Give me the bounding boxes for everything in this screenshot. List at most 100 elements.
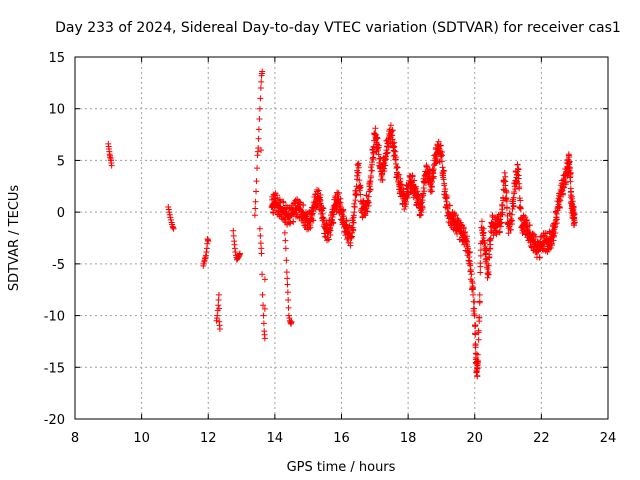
data-point [378, 172, 385, 179]
data-point [350, 212, 357, 219]
data-point [340, 213, 347, 220]
data-point [357, 191, 364, 198]
data-point [169, 221, 176, 228]
data-point [476, 291, 483, 298]
data-point [523, 217, 530, 224]
data-point [460, 224, 467, 231]
data-point [517, 215, 524, 222]
data-point [502, 187, 509, 194]
data-point [569, 198, 576, 205]
data-point [503, 188, 510, 195]
data-point [334, 191, 341, 198]
data-point [394, 163, 401, 170]
data-point [317, 197, 324, 204]
data-point [354, 161, 361, 168]
data-point [465, 250, 472, 257]
data-point [288, 319, 295, 326]
data-point [550, 237, 557, 244]
data-point [446, 202, 453, 209]
data-point [509, 206, 516, 213]
data-point [461, 229, 468, 236]
data-point [430, 166, 437, 173]
data-point [414, 192, 421, 199]
data-point [167, 216, 174, 223]
data-point [523, 223, 530, 230]
data-point [165, 206, 172, 213]
ticks [74, 56, 609, 420]
data-point [508, 211, 515, 218]
x-tick-label: 24 [600, 431, 617, 446]
data-point [475, 329, 482, 336]
data-point [252, 205, 259, 212]
data-point [510, 202, 517, 209]
y-tick-label: -20 [44, 413, 65, 428]
data-point [416, 211, 423, 218]
data-point [285, 304, 292, 311]
data-point [471, 305, 478, 312]
data-point [310, 217, 317, 224]
data-point [314, 190, 321, 197]
data-point [477, 252, 484, 259]
data-point [365, 202, 372, 209]
data-point [421, 188, 428, 195]
data-point [507, 226, 514, 233]
data-point [401, 206, 408, 213]
data-point [571, 211, 578, 218]
data-point [200, 260, 207, 267]
data-point [515, 172, 522, 179]
data-point [347, 239, 354, 246]
data-point [290, 218, 297, 225]
data-point [440, 172, 447, 179]
data-point [392, 154, 399, 161]
data-point [374, 145, 381, 152]
y-tick-label: 5 [57, 154, 65, 169]
data-point [510, 194, 517, 201]
data-point [307, 224, 314, 231]
data-point [467, 260, 474, 267]
data-point [470, 291, 477, 298]
data-point [475, 336, 482, 343]
data-point [202, 254, 209, 261]
data-point [286, 315, 293, 322]
data-point [108, 160, 115, 167]
data-point [215, 297, 222, 304]
data-point [428, 188, 435, 195]
data-point [375, 151, 382, 158]
data-point [419, 193, 426, 200]
data-point [560, 190, 567, 197]
data-point [419, 197, 426, 204]
data-point [486, 237, 493, 244]
data-point [404, 195, 411, 202]
data-point [567, 178, 574, 185]
data-point [556, 204, 563, 211]
data-point [350, 227, 357, 234]
data-point [481, 239, 488, 246]
y-tick-labels: 15 10 5 0 -5 -10 -15 -20 [44, 51, 65, 428]
data-point [547, 245, 554, 252]
data-point [201, 257, 208, 264]
data-point [526, 222, 533, 229]
data-point [508, 220, 515, 227]
data-point [487, 245, 494, 252]
data-point [389, 132, 396, 139]
data-point [472, 331, 479, 338]
data-point [282, 237, 289, 244]
data-point [360, 198, 367, 205]
data-point [374, 135, 381, 142]
data-point [411, 177, 418, 184]
data-point [480, 230, 487, 237]
data-point [258, 250, 265, 257]
chart-title: Day 233 of 2024, Sidereal Day-to-day VTE… [55, 20, 621, 36]
data-point [516, 180, 523, 187]
data-point [482, 243, 489, 250]
data-point [300, 202, 307, 209]
data-point [551, 226, 558, 233]
data-point [253, 178, 260, 185]
data-point [468, 271, 475, 278]
data-point [556, 198, 563, 205]
data-point [204, 240, 211, 247]
data-point [478, 218, 485, 225]
data-point [283, 269, 290, 276]
data-point [514, 161, 521, 168]
data-point [443, 192, 450, 199]
